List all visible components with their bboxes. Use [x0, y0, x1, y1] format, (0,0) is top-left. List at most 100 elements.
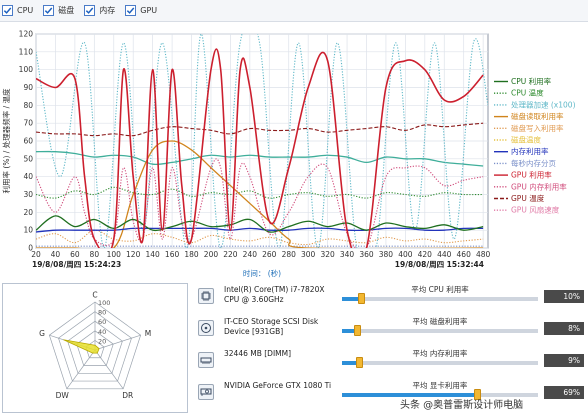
legend-entry: 磁盘温度 [511, 135, 541, 145]
x-tick-label: 40 [51, 250, 61, 259]
utilization-value: 9% [544, 354, 584, 367]
start-time-label: 19/8/08/周四 15:24:23 [32, 260, 121, 269]
series-line-6 [36, 227, 484, 233]
slider-thumb[interactable] [356, 357, 364, 368]
x-tick-label: 120 [126, 250, 141, 259]
x-tick-label: 240 [243, 250, 258, 259]
x-tick-label: 60 [70, 250, 80, 259]
radar-ring [76, 330, 114, 366]
x-tick-label: 100 [107, 250, 122, 259]
slider-fill [342, 297, 362, 301]
legend-entry: 内存利用率 [511, 146, 549, 156]
checkbox-label: 磁盘 [58, 6, 75, 15]
series-line-3 [36, 140, 484, 248]
legend-entry: CPU 利用率 [511, 76, 552, 86]
series-line-0 [36, 215, 484, 233]
x-tick-label: 480 [476, 250, 491, 259]
y-tick-label: 110 [19, 47, 34, 56]
radar-axis-label: G [39, 329, 45, 338]
legend-entry: GPU 温度 [511, 193, 545, 203]
y-tick-label: 50 [23, 154, 33, 163]
hardware-name: Intel(R) Core(TM) i7-7820X CPU @ 3.60GHz [224, 285, 325, 304]
legend-entry: CPU 温度 [511, 88, 544, 98]
utilization-value: 10% [544, 290, 584, 303]
utilization-slider[interactable] [342, 389, 538, 400]
utilization-value: 8% [544, 322, 584, 335]
x-tick-label: 340 [340, 250, 355, 259]
checkmark-icon [3, 7, 12, 14]
watermark-text: 头条 @奥普雷斯设计师电脑 [400, 400, 524, 411]
x-tick-label: 20 [31, 250, 41, 259]
radar-spoke [66, 349, 96, 390]
x-tick-label: 440 [437, 250, 452, 259]
radar-tick-label: 80 [98, 309, 106, 317]
checkbox-disk[interactable]: 磁盘 [43, 5, 74, 16]
checkmark-icon [127, 7, 135, 14]
series-toggle-bar: CPU 磁盘 内存 GPU [0, 0, 588, 22]
radar-tick-label: 100 [98, 299, 110, 307]
checkmark-icon [45, 7, 53, 14]
checkbox-box[interactable] [125, 5, 137, 16]
legend-entry: GPU 内存利用率 [511, 181, 567, 191]
radar-value-area [63, 339, 100, 354]
slider-fill [342, 393, 478, 397]
radar-spoke [94, 349, 124, 390]
hardware-name: IT-CEO Storage SCSI Disk Device [931GB] [224, 317, 319, 336]
utilization-slider[interactable] [342, 357, 538, 368]
x-axis-label: 时间： (秒) [243, 268, 281, 278]
x-tick-label: 320 [320, 250, 335, 259]
radar-tick-label: 20 [98, 337, 106, 345]
hardware-row-gpu: NVIDIA GeForce GTX 1080 Ti 平均 显卡利用率 69% [196, 379, 588, 409]
radar-axis-label: DW [56, 391, 70, 400]
x-tick-label: 300 [301, 250, 316, 259]
radar-axis-label: DR [122, 391, 133, 400]
y-tick-label: 120 [19, 30, 34, 39]
legend-entry: 磁盘读取利用率 [511, 111, 564, 121]
x-tick-label: 460 [457, 250, 472, 259]
x-tick-label: 260 [262, 250, 277, 259]
x-tick-label: 420 [418, 250, 433, 259]
slider-thumb[interactable] [358, 293, 366, 304]
checkbox-box[interactable] [43, 5, 55, 16]
legend-entry: 磁盘写入利用率 [511, 123, 564, 133]
x-tick-label: 220 [223, 250, 238, 259]
utilization-value: 69% [544, 386, 584, 399]
radar-spoke [94, 334, 141, 351]
y-tick-label: 30 [23, 190, 33, 199]
y-tick-label: 40 [23, 172, 33, 181]
graphics-card-icon [198, 384, 214, 400]
series-line-8 [36, 48, 484, 248]
radar-axis-label: C [92, 290, 97, 299]
x-tick-label: 280 [282, 250, 297, 259]
slider-thumb[interactable] [473, 389, 481, 400]
radar-axis-label: M [145, 329, 151, 338]
radar-ring [48, 301, 142, 390]
hardware-row-memory: 32446 MB [DIMM] 平均 内存利用率 9% [196, 347, 588, 377]
y-tick-label: 80 [23, 101, 33, 110]
hardware-row-cpu: Intel(R) Core(TM) i7-7820X CPU @ 3.60GHz… [196, 283, 588, 313]
summary-panel: C M DR DW G 20 40 60 80 100 Intel(R) Core(TM) i7-… [0, 281, 588, 414]
metric-label: 平均 内存利用率 [412, 349, 468, 358]
y-tick-label: 100 [19, 65, 34, 74]
legend-entry: 处理器加速 (x100) [511, 99, 576, 109]
checkbox-cpu[interactable]: CPU [2, 5, 33, 16]
utilization-slider[interactable] [342, 293, 538, 304]
utilization-slider[interactable] [342, 325, 538, 336]
y-tick-label: 60 [23, 137, 33, 146]
radar-tick-label: 60 [98, 318, 106, 326]
checkbox-gpu[interactable]: GPU [125, 5, 157, 16]
slider-thumb[interactable] [354, 325, 362, 336]
x-tick-label: 180 [184, 250, 199, 259]
series-line-2 [36, 34, 488, 248]
y-tick-label: 0 [28, 244, 33, 253]
y-tick-label: 90 [23, 83, 33, 92]
cpu-chip-icon [198, 288, 214, 304]
x-tick-label: 200 [204, 250, 219, 259]
metric-label: 平均 显卡利用率 [412, 381, 468, 390]
checkbox-box[interactable] [2, 5, 13, 16]
checkbox-box[interactable] [84, 5, 96, 16]
legend-entry: GPU 风扇速度 [511, 205, 560, 215]
checkbox-memory[interactable]: 内存 [84, 5, 115, 16]
